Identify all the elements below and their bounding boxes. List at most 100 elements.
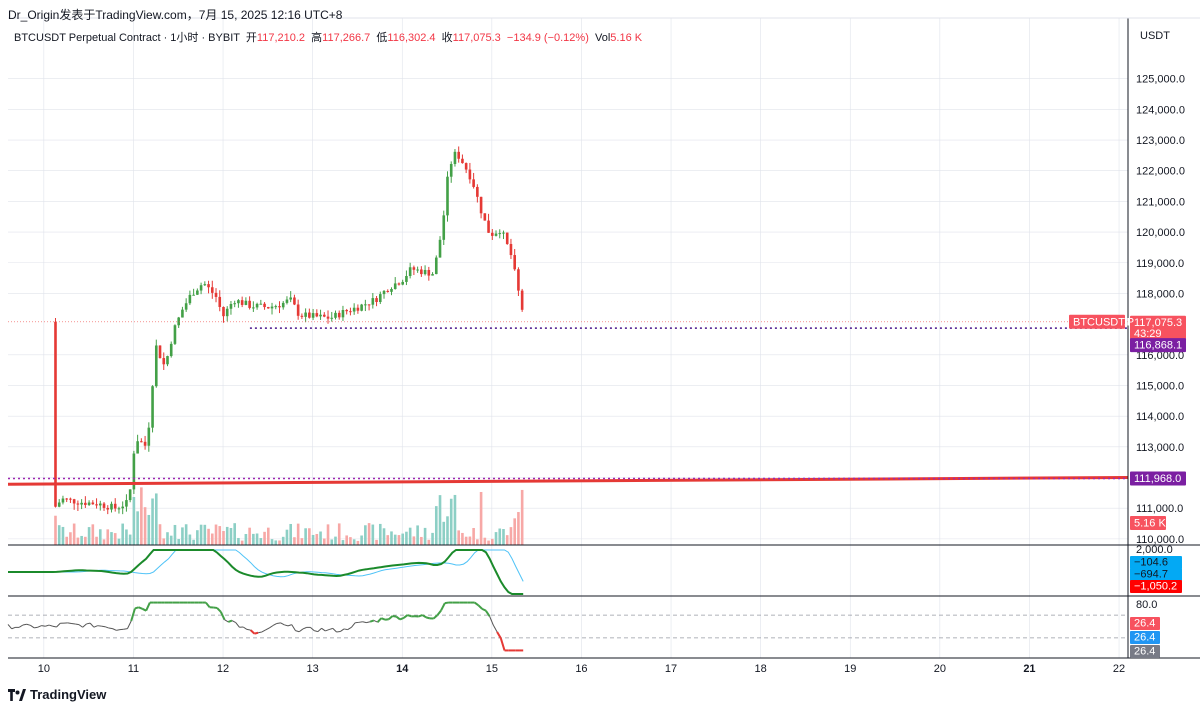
volume-bar — [479, 491, 483, 545]
rsi-segment — [284, 624, 289, 627]
rsi-segment — [407, 614, 412, 618]
rsi-value-badge-text: 26.4 — [1134, 646, 1155, 658]
attribution-header: Dr_Origin发表于TradingView.com，7月 15, 2025 … — [8, 8, 343, 22]
price-tick-label: 124,000.0 — [1136, 104, 1185, 116]
volume-bar — [252, 533, 255, 545]
volume-bar — [382, 528, 386, 545]
candle-body — [184, 303, 188, 310]
price-tick-label: 125,000.0 — [1136, 74, 1185, 86]
rsi-segment — [272, 623, 278, 626]
candle-body — [57, 502, 61, 507]
candle-body — [367, 304, 371, 306]
volume-bar — [349, 537, 352, 545]
volume-bar — [334, 536, 337, 545]
macd-axis-top: 2,000.0 — [1136, 544, 1173, 556]
volume-bar — [274, 540, 278, 545]
rsi-segment — [112, 628, 117, 631]
volume-bar — [375, 539, 378, 545]
candle-body — [326, 316, 330, 319]
volume-bar — [393, 534, 397, 545]
rsi-segment — [123, 628, 128, 630]
time-tick-label: 13 — [307, 663, 319, 675]
price-tick-label: 121,000.0 — [1136, 196, 1185, 208]
volume-bar — [464, 536, 468, 545]
candle-body — [352, 307, 356, 312]
rsi-segment — [265, 627, 270, 631]
time-tick-label: 14 — [396, 663, 409, 675]
symbol-name[interactable]: BTCUSDT Perpetual Contract · 1小时 · BYBIT — [14, 32, 240, 44]
price-tick-label: 123,000.0 — [1136, 135, 1185, 147]
rsi-segment — [67, 622, 72, 625]
candle-body — [468, 169, 472, 180]
rsi-segment — [317, 627, 322, 632]
rsi-segment — [328, 627, 333, 631]
rsi-value-badge: 26.4 — [1130, 645, 1160, 658]
level-badge-111968-bg — [1130, 471, 1186, 486]
rsi-segment — [432, 614, 438, 620]
rsi-segment — [89, 622, 95, 628]
candle-body — [84, 502, 87, 505]
rsi-segment — [249, 629, 256, 635]
volume-bar — [319, 531, 322, 545]
candle-body — [121, 506, 124, 509]
candle-body — [408, 267, 412, 276]
rsi-segment — [52, 625, 57, 628]
rsi-segment — [235, 622, 240, 628]
candle-body — [502, 232, 505, 234]
volume-bar — [117, 538, 121, 545]
rsi-segment — [481, 607, 487, 612]
rsi-segment — [298, 628, 304, 633]
volume-badge-bg — [1130, 516, 1166, 530]
volume-bar — [468, 536, 472, 545]
candle-body — [151, 386, 154, 428]
rsi-segment — [145, 602, 151, 612]
rsi-segment — [78, 624, 83, 628]
volume-bar — [513, 518, 516, 545]
countdown-label: 43:29 — [1134, 328, 1162, 340]
volume-bar — [121, 523, 124, 545]
candle-body — [356, 307, 360, 311]
high-label: 高 — [311, 32, 323, 44]
candle-body — [140, 441, 143, 443]
rsi-segment — [332, 628, 337, 633]
rsi-segment — [7, 624, 13, 630]
volume-bar — [416, 525, 419, 545]
candle-body — [431, 274, 434, 276]
rsi-value-badge-bg — [1130, 631, 1160, 644]
candle-body — [457, 151, 460, 159]
last-price-badge-bg — [1130, 315, 1186, 340]
rsi-segment — [134, 606, 139, 610]
volume-bar — [412, 536, 416, 545]
volume-bar — [476, 539, 479, 545]
volume-bar — [293, 537, 296, 545]
volume-bar — [453, 494, 457, 545]
rsi-segment — [127, 620, 132, 629]
volume-bar — [509, 527, 513, 545]
resistance-line — [7, 476, 1129, 486]
rsi-segment — [18, 624, 24, 628]
candle-body — [412, 267, 416, 270]
volume-bar — [166, 532, 169, 545]
currency-label[interactable]: USDT — [1140, 30, 1170, 42]
volume-bar — [300, 538, 304, 545]
volume-bar — [423, 527, 427, 545]
volume-bar — [461, 532, 464, 545]
candle-body — [128, 489, 132, 501]
rsi-segment — [48, 624, 53, 627]
candle-body — [397, 283, 401, 285]
candle-body — [341, 310, 345, 318]
candle-body — [285, 299, 289, 303]
candle-body — [225, 308, 229, 317]
volume-bar — [405, 531, 408, 545]
candle-body — [472, 179, 475, 187]
volume-bar — [371, 524, 375, 545]
candle-body — [248, 300, 251, 308]
volume-bar — [438, 495, 442, 545]
footer-brand-label: TradingView — [30, 687, 107, 702]
volume-bar — [140, 487, 143, 545]
rsi-segment — [492, 624, 498, 633]
volume-bar — [446, 516, 449, 545]
macd-value-badge-bg — [1130, 556, 1182, 569]
candle-body — [270, 306, 274, 309]
